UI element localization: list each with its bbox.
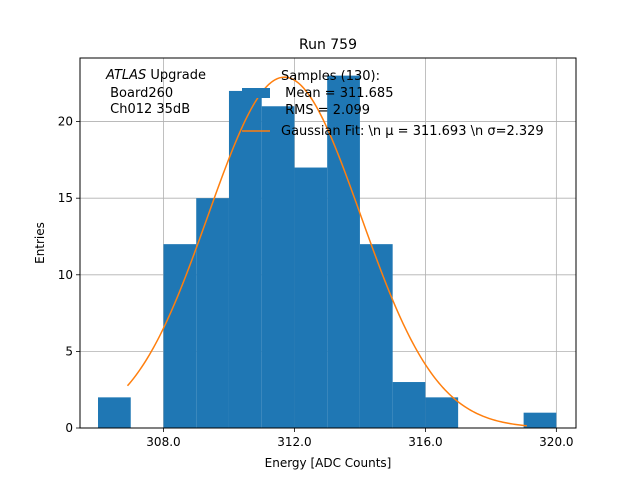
x-tick-label-3: 320.0 [539,435,573,449]
histogram-bar-6 [294,167,328,429]
annotation-board: Board260 [106,86,173,101]
x-tick-label-0: 308.0 [146,435,180,449]
x-tick-label-2: 316.0 [408,435,442,449]
gaussian-fit [126,76,527,427]
chart-title: Run 759 [299,37,357,53]
legend-samples-line-2: Mean = 311.685 [281,86,393,101]
y-tick-label-1: 5 [65,344,73,358]
histogram-bar-2 [163,244,197,428]
histogram-bar-8 [359,244,393,428]
gaussian-fit-curve [126,76,527,427]
histogram-bar-10 [425,397,459,428]
histogram-bar-4 [228,90,262,429]
axis-ticks: 308.0 312.0 316.0 320.0 0 5 10 15 20 [58,115,574,449]
x-axis-label: Energy [ADC Counts] [265,456,392,470]
annotation-channel: Ch012 35dB [106,102,190,117]
annotation-atlas: ATLAS [105,68,146,83]
histogram-bar-5 [261,106,295,429]
y-tick-label-2: 10 [58,268,73,282]
histogram-bar-7 [327,75,360,428]
histogram-bars [98,75,557,429]
y-axis-label: Entries [33,222,47,264]
histogram-bar-0 [98,397,131,428]
legend-hist-swatch [242,88,270,98]
x-tick-label-1: 312.0 [277,435,311,449]
legend: Samples (130): Mean = 311.685 RMS = 2.09… [242,69,544,139]
legend-fit-label: Gaussian Fit: \n μ = 311.693 \n σ=2.329 [281,124,544,139]
y-tick-label-0: 0 [65,421,73,435]
histogram-bar-3 [196,198,229,428]
annotation-line-1: ATLAS Upgrade [105,68,206,83]
histogram-bar-9 [392,382,426,428]
legend-samples-line-1: Samples (130): [281,69,380,84]
atlas-annotation: ATLAS Upgrade Board260 Ch012 35dB [105,68,206,117]
y-tick-label-3: 15 [58,191,73,205]
y-tick-label-4: 20 [58,115,73,129]
legend-samples-line-3: RMS = 2.099 [281,103,370,118]
axes-frame [79,57,577,429]
annotation-upgrade: Upgrade [146,68,206,83]
histogram-bar-13 [523,412,557,428]
